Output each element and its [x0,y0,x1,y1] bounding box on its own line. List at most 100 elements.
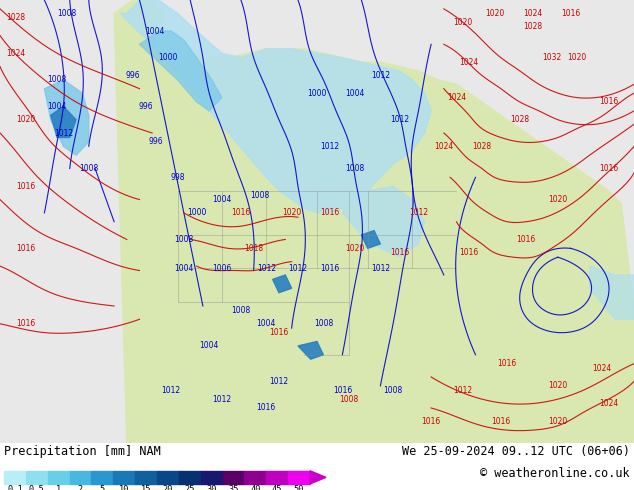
Text: 1016: 1016 [561,9,580,18]
Bar [179,471,201,484]
Text: 1020: 1020 [16,115,35,124]
Text: 1012: 1012 [371,264,390,273]
Text: 1024: 1024 [460,58,479,67]
Text: 1012: 1012 [288,264,307,273]
Text: 1008: 1008 [384,386,403,395]
Bar [91,471,113,484]
Text: 998: 998 [171,173,184,182]
Polygon shape [139,31,222,111]
Text: 1008: 1008 [339,394,358,404]
Text: 1004: 1004 [212,195,231,204]
Text: 1004: 1004 [200,342,219,350]
Text: 1016: 1016 [16,244,35,253]
Text: 20: 20 [163,485,173,490]
Text: 1028: 1028 [472,142,491,151]
Text: 1016: 1016 [333,386,352,395]
Bar [4,471,26,484]
Text: 1012: 1012 [257,264,276,273]
Text: 1024: 1024 [599,399,618,408]
Text: 1028: 1028 [6,13,25,22]
Text: 50: 50 [294,485,304,490]
Text: 996: 996 [138,102,153,111]
Text: © weatheronline.co.uk: © weatheronline.co.uk [481,467,630,480]
Text: 1024: 1024 [6,49,25,58]
Polygon shape [51,106,76,138]
Text: 10: 10 [119,485,129,490]
Polygon shape [114,0,634,443]
Text: 1016: 1016 [257,403,276,413]
Text: 1020: 1020 [548,195,567,204]
Text: 1016: 1016 [16,319,35,328]
Text: 1016: 1016 [460,248,479,257]
Bar [70,471,91,484]
Polygon shape [120,0,431,213]
Bar [223,471,245,484]
Text: 1012: 1012 [453,386,472,395]
Text: 2: 2 [78,485,83,490]
Text: 1020: 1020 [282,208,301,218]
Text: 1020: 1020 [453,18,472,26]
Text: 1024: 1024 [434,142,453,151]
Text: 1012: 1012 [212,394,231,404]
Text: 1016: 1016 [498,359,517,368]
Text: 1008: 1008 [314,319,333,328]
Bar [48,471,70,484]
Text: 1016: 1016 [517,235,536,244]
Text: 1016: 1016 [231,208,250,218]
Text: 1008: 1008 [346,164,365,173]
Text: 1016: 1016 [320,208,339,218]
Text: 1012: 1012 [409,208,428,218]
Text: 5: 5 [100,485,105,490]
Text: 1008: 1008 [57,9,76,18]
Text: 1004: 1004 [257,319,276,328]
Text: 1024: 1024 [593,364,612,372]
Text: 1020: 1020 [485,9,504,18]
Bar [201,471,223,484]
Polygon shape [44,80,89,155]
Text: 1016: 1016 [390,248,409,257]
Polygon shape [298,342,323,359]
Text: 1020: 1020 [567,53,586,62]
Text: 1004: 1004 [146,26,165,36]
Text: 1004: 1004 [48,102,67,111]
Text: 1008: 1008 [48,75,67,84]
Text: 1032: 1032 [542,53,561,62]
Text: 1028: 1028 [523,22,542,31]
Text: 35: 35 [228,485,239,490]
Text: 25: 25 [184,485,195,490]
Polygon shape [590,266,634,319]
Text: 1008: 1008 [231,306,250,315]
Text: 1024: 1024 [523,9,542,18]
Polygon shape [361,231,380,248]
Bar [135,471,157,484]
Text: 1: 1 [56,485,61,490]
Text: We 25-09-2024 09..12 UTC (06+06): We 25-09-2024 09..12 UTC (06+06) [402,445,630,459]
Text: 1028: 1028 [510,115,529,124]
Text: 1018: 1018 [244,244,263,253]
Text: 1020: 1020 [548,381,567,391]
Text: 996: 996 [148,137,163,147]
Text: 1012: 1012 [162,386,181,395]
Text: 1012: 1012 [371,71,390,80]
Text: 1016: 1016 [491,417,510,426]
Bar [157,471,179,484]
Text: 45: 45 [272,485,283,490]
Text: 1012: 1012 [269,377,288,386]
Bar [26,471,48,484]
Text: 1016: 1016 [599,164,618,173]
Text: 1016: 1016 [320,264,339,273]
Text: 40: 40 [250,485,261,490]
Text: 1012: 1012 [320,142,339,151]
Text: Precipitation [mm] NAM: Precipitation [mm] NAM [4,445,161,459]
Text: 1000: 1000 [307,89,327,98]
Text: 1016: 1016 [269,328,288,337]
Bar [266,471,288,484]
Text: 1004: 1004 [174,264,193,273]
Bar [245,471,266,484]
Text: 15: 15 [141,485,152,490]
Text: 1000: 1000 [187,208,206,218]
Text: 1020: 1020 [548,417,567,426]
Text: 1000: 1000 [158,53,178,62]
Text: 1008: 1008 [250,191,269,199]
Text: 1016: 1016 [422,417,441,426]
